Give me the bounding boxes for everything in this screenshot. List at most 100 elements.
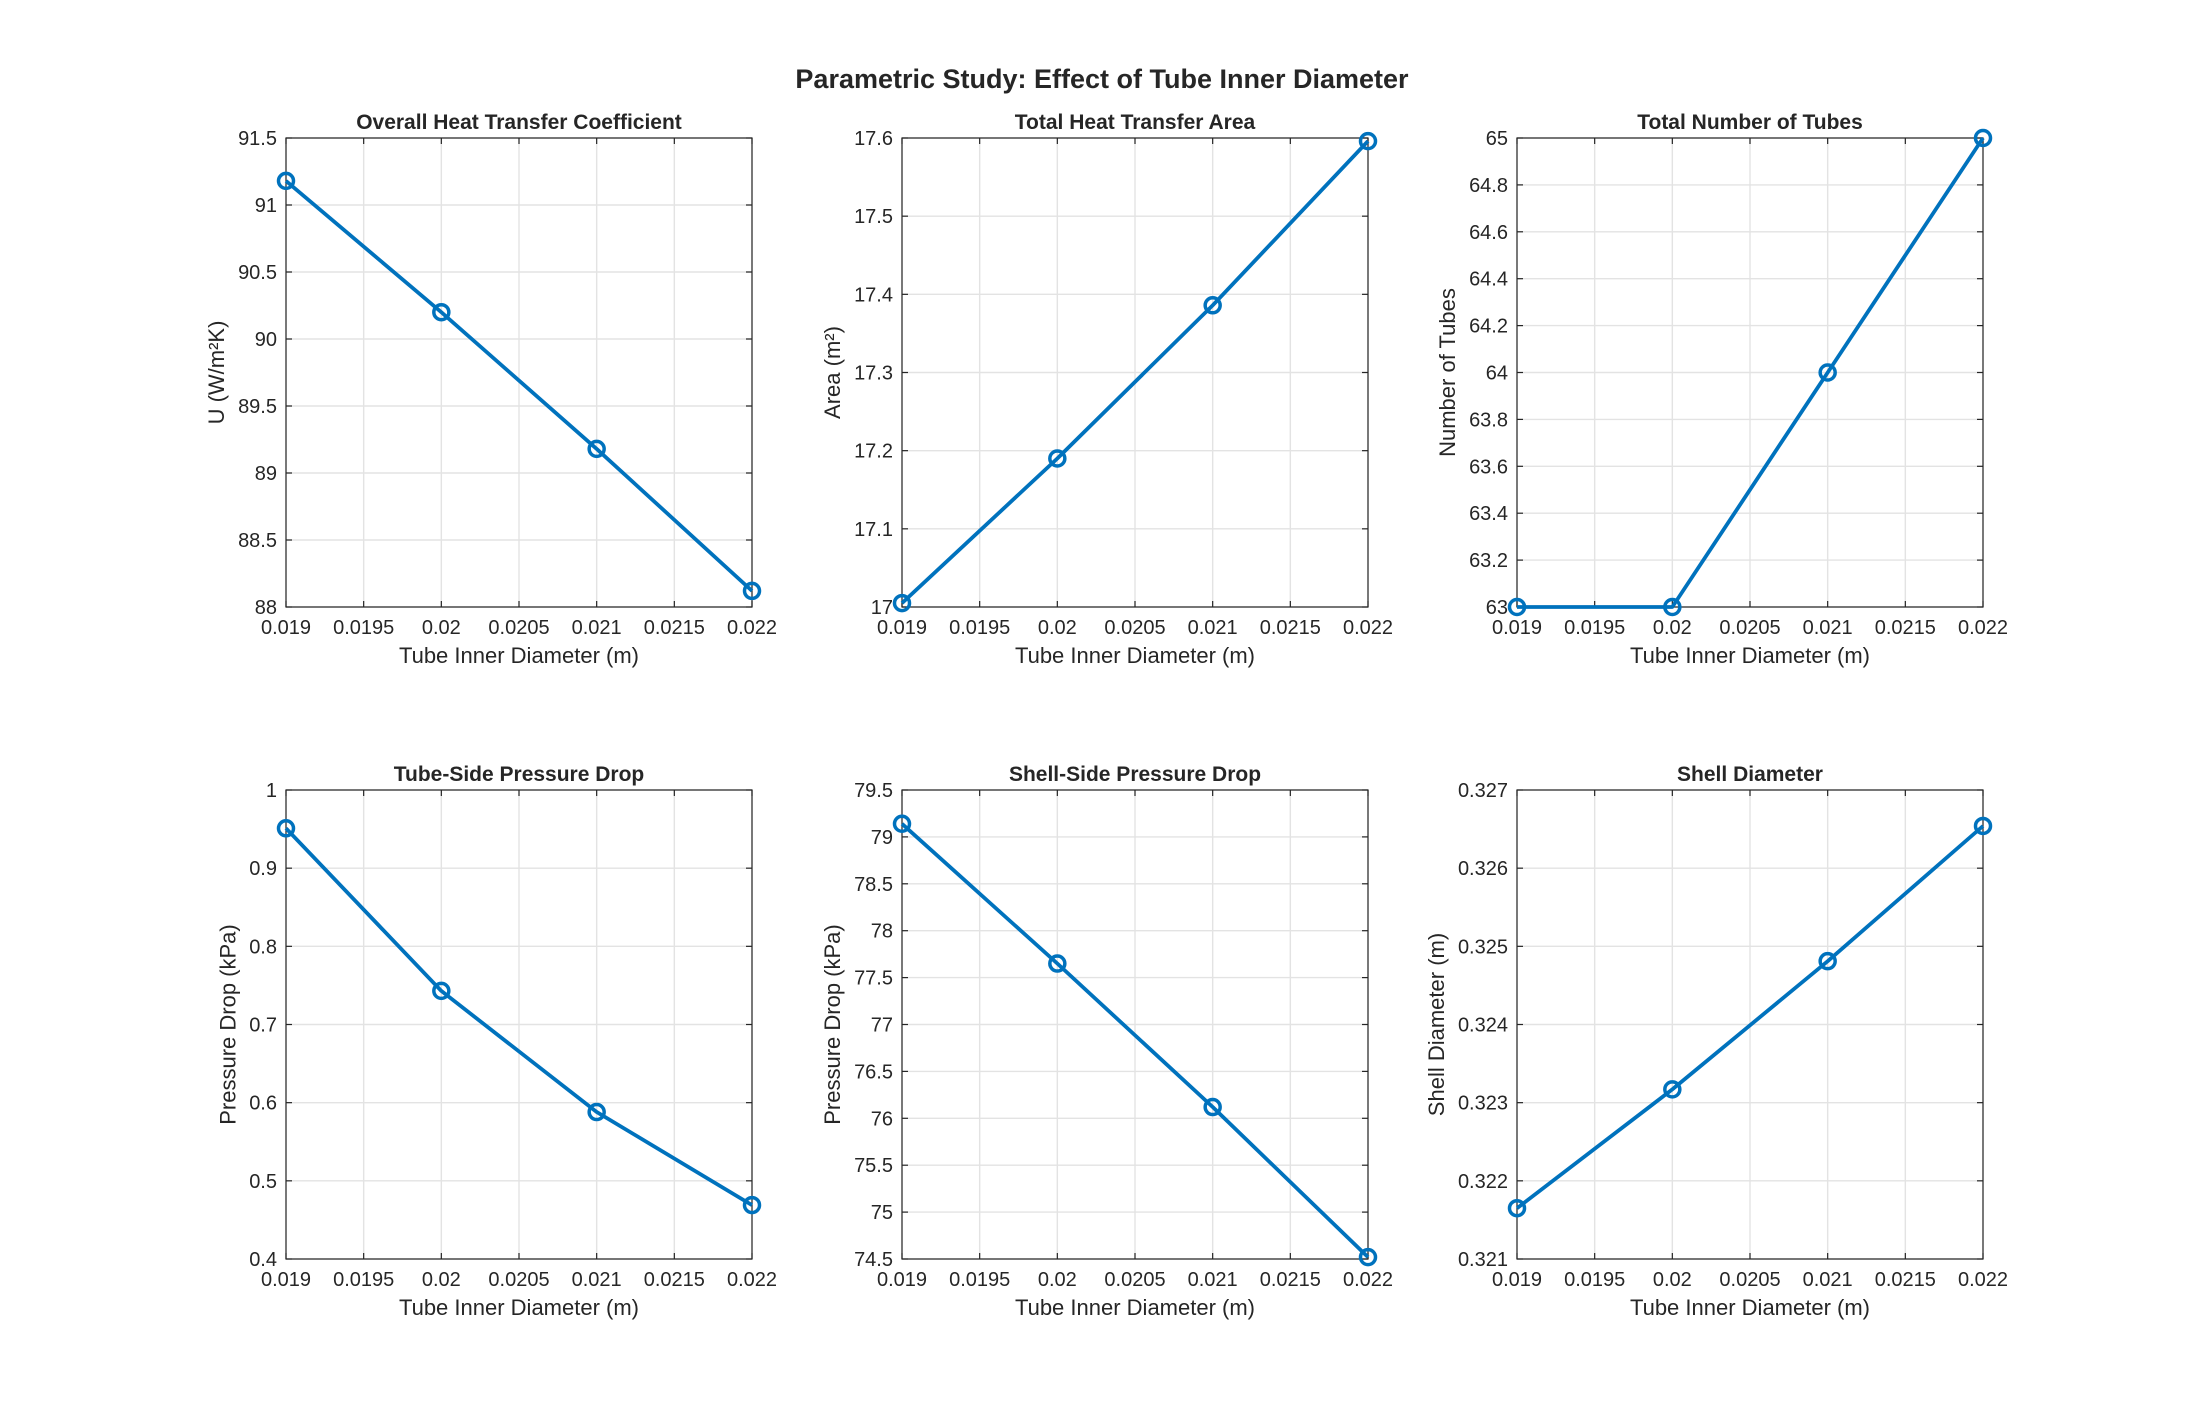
x-tick-label: 0.0195 (333, 617, 394, 639)
y-tick-label: 63.2 (1469, 550, 1508, 572)
y-tick-label: 0.321 (1458, 1249, 1508, 1271)
x-tick-label: 0.0205 (488, 1269, 549, 1291)
y-axis-label: Shell Diameter (m) (1424, 933, 1449, 1116)
x-tick-label: 0.02 (1038, 617, 1077, 639)
x-tick-label: 0.0205 (1719, 1269, 1780, 1291)
data-point-marker (742, 1195, 762, 1215)
x-axis-label: Tube Inner Diameter (m) (399, 643, 639, 668)
series-line (284, 826, 753, 1207)
x-tick-label: 0.0195 (949, 617, 1010, 639)
x-tick-label: 0.019 (261, 617, 311, 639)
x-tick-label: 0.0205 (488, 617, 549, 639)
y-tick-label: 63.8 (1469, 409, 1508, 431)
subplot-6: 0.019 0.0195 0.02 0.0205 0.021 0.0215 0.022 0.3… (1424, 763, 2008, 1320)
x-tick-label: 0.022 (1343, 617, 1393, 639)
y-tick-label: 79.5 (854, 780, 893, 802)
series-line (1517, 136, 1985, 609)
subplot-title: Shell-Side Pressure Drop (1009, 763, 1261, 786)
y-tick-label: 89 (255, 463, 277, 485)
y-tick-label: 76 (871, 1108, 893, 1130)
y-axis-label: Pressure Drop (kPa) (215, 924, 240, 1125)
y-tick-label: 0.327 (1458, 780, 1508, 802)
y-tick-label: 0.326 (1458, 858, 1508, 880)
figure-title: Parametric Study: Effect of Tube Inner D… (795, 64, 1409, 94)
y-tick-label: 78.5 (854, 874, 893, 896)
x-tick-label: 0.021 (572, 1269, 622, 1291)
y-axis-label: Number of Tubes (1435, 288, 1460, 457)
data-point-marker (892, 814, 912, 834)
series-line (284, 179, 754, 593)
y-tick-label: 0.4 (249, 1249, 277, 1271)
x-tick-label: 0.02 (1653, 617, 1692, 639)
x-tick-label: 0.0195 (1564, 1269, 1625, 1291)
x-tick-label: 0.0215 (1875, 617, 1936, 639)
y-tick-label: 0.324 (1458, 1015, 1508, 1037)
data-point-marker (892, 593, 912, 613)
x-axis-label: Tube Inner Diameter (m) (1630, 643, 1870, 668)
y-tick-label: 0.9 (249, 858, 277, 880)
x-tick-label: 0.02 (422, 617, 461, 639)
data-point-marker (1973, 816, 1993, 836)
y-tick-label: 88.5 (238, 530, 277, 552)
data-point-marker (1818, 363, 1837, 382)
y-tick-label: 0.325 (1458, 936, 1508, 958)
y-tick-label: 63 (1486, 597, 1508, 619)
x-tick-label: 0.019 (261, 1269, 311, 1291)
x-tick-label: 0.021 (1188, 617, 1238, 639)
y-tick-label: 76.5 (854, 1061, 893, 1083)
y-tick-label: 65 (1486, 128, 1508, 150)
x-axis-label: Tube Inner Diameter (m) (399, 1295, 639, 1320)
y-tick-label: 75.5 (854, 1155, 893, 1177)
x-tick-label: 0.0215 (1260, 617, 1321, 639)
y-axis-label: Area (m²) (820, 326, 845, 419)
x-axis-label: Tube Inner Diameter (m) (1015, 643, 1255, 668)
x-axis-label: Tube Inner Diameter (m) (1630, 1295, 1870, 1320)
subplot-title: Total Number of Tubes (1637, 111, 1863, 134)
y-tick-label: 17.3 (854, 363, 893, 385)
subplot-title: Total Heat Transfer Area (1015, 111, 1256, 134)
data-point-marker (432, 981, 451, 1001)
subplot-title: Tube-Side Pressure Drop (394, 763, 645, 786)
y-tick-label: 64 (1486, 363, 1508, 385)
series-line (900, 139, 1370, 605)
x-tick-label: 0.019 (877, 617, 927, 639)
y-tick-label: 75 (871, 1202, 893, 1224)
data-point-marker (276, 171, 296, 191)
y-tick-label: 88 (255, 597, 277, 619)
x-tick-label: 0.019 (877, 1269, 927, 1291)
subplot-title: Shell Diameter (1677, 763, 1823, 786)
y-axis-label: Pressure Drop (kPa) (820, 924, 845, 1125)
x-tick-label: 0.022 (1958, 1269, 2008, 1291)
data-point-marker (1048, 449, 1067, 468)
x-tick-label: 0.0215 (644, 1269, 705, 1291)
data-point-marker (1048, 954, 1067, 973)
y-tick-label: 90.5 (238, 262, 277, 284)
x-tick-label: 0.0195 (1564, 617, 1625, 639)
data-point-marker (742, 581, 762, 601)
y-tick-label: 63.4 (1469, 503, 1508, 525)
x-tick-label: 0.0195 (333, 1269, 394, 1291)
series-line (1515, 824, 1985, 1210)
x-tick-label: 0.021 (1803, 617, 1853, 639)
series-line (900, 822, 1370, 1259)
y-tick-label: 74.5 (854, 1249, 893, 1271)
y-tick-label: 0.6 (249, 1093, 277, 1115)
x-tick-label: 0.022 (1958, 617, 2008, 639)
data-point-marker (1358, 131, 1378, 151)
data-point-marker (432, 302, 451, 322)
x-tick-label: 0.021 (1188, 1269, 1238, 1291)
y-tick-label: 77 (871, 1015, 893, 1037)
x-tick-label: 0.0215 (644, 617, 705, 639)
x-tick-label: 0.021 (572, 617, 622, 639)
y-tick-label: 17.5 (854, 206, 893, 228)
grid (1516, 137, 1984, 608)
y-tick-label: 78 (871, 921, 893, 943)
data-point-marker (276, 819, 296, 838)
x-tick-label: 0.02 (422, 1269, 461, 1291)
y-tick-label: 90 (255, 329, 277, 351)
y-tick-label: 64.2 (1469, 316, 1508, 338)
x-tick-label: 0.02 (1653, 1269, 1692, 1291)
data-point-marker (1663, 597, 1682, 617)
y-axis-label: U (W/m²K) (204, 321, 229, 425)
y-tick-label: 17 (871, 597, 893, 619)
